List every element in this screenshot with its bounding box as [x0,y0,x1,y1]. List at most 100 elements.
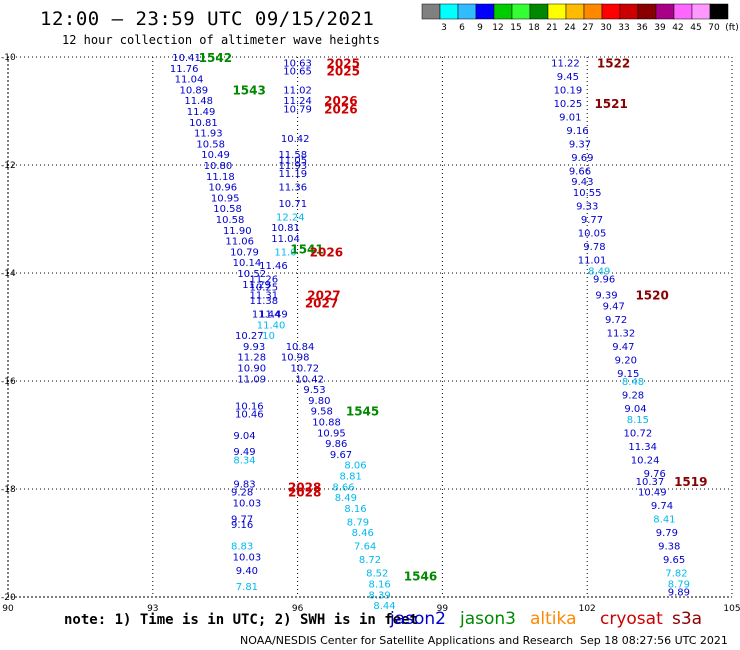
pass-label: 2025 [327,65,360,79]
data-point-label: 10 [262,331,275,342]
colorbar-swatch [511,3,531,20]
data-point-label: 7.81 [236,582,258,593]
colorbar-label: 3 [441,23,447,33]
data-point-label: 11.93 [194,129,223,140]
data-point-label: 9.77 [231,515,253,526]
pass-label: 2026 [310,245,343,259]
colorbar-label: 27 [582,23,593,33]
data-point-label: 10.58 [213,204,242,215]
pass-label: 2026 [324,94,357,108]
data-point-label: 10.52 [237,269,266,280]
data-point-label: 10.24 [631,455,660,466]
data-point-label: 11.06 [225,237,254,248]
data-point-label: 10.55 [573,188,602,199]
data-point-label: 9.47 [612,342,634,353]
colorbar-swatch [493,3,513,20]
data-point-label: 8.16 [344,504,366,515]
data-point-label: 9.04 [624,404,646,415]
data-point-label: 9.53 [303,385,325,396]
y-tick-label: -16 [1,377,16,387]
data-point-label: 10.79 [230,247,259,258]
data-point-label: 9.38 [658,542,680,553]
data-point-label: 9.58 [311,407,333,418]
data-point-label: 10.46 [235,409,264,420]
legend-item-jason2: jason2 [390,609,446,629]
colorbar-swatch [619,3,639,20]
x-tick-label: 93 [147,604,158,614]
x-tick-label: 102 [579,604,596,614]
pass-label: 2025 [327,56,360,70]
data-point-label: 9.96 [593,274,615,285]
data-point-label: 10.58 [216,215,245,226]
data-point-label: 12.24 [276,212,305,223]
data-point-label: 10.16 [235,401,264,412]
data-point-label: 10.03 [233,499,262,510]
data-point-label: 11.90 [223,226,252,237]
data-point-label: 8.39 [369,590,391,601]
footer-note: note: 1) Time is in UTC; 2) SWH is in fe… [64,612,419,628]
data-point-label: 10.95 [211,193,240,204]
pass-label: 2028 [288,480,321,494]
footer-credit: NOAA/NESDIS Center for Satellite Applica… [240,634,574,647]
data-point-label: 9.77 [581,215,603,226]
colorbar-label: 24 [564,23,576,33]
y-tick-label: -14 [1,269,16,279]
data-point-label: 11.26 [249,274,278,285]
data-point-label: 8.48 [622,377,644,388]
data-point-label: 8.41 [653,515,675,526]
data-point-label: 11.44 [252,310,281,321]
data-point-label: 8.46 [352,528,374,539]
data-point-label: 9.76 [644,469,666,480]
data-point-label: 9.79 [656,528,678,539]
data-point-label: 10.49 [638,488,667,499]
colorbar-swatch [601,3,621,20]
colorbar-label: 12 [492,23,503,33]
data-point-label: 11.22 [551,58,580,69]
data-point-label: 9.65 [663,555,685,566]
data-point-label: 11.01 [578,256,607,267]
colorbar-label: 6 [459,23,465,33]
data-point-label: 10.05 [578,229,607,240]
x-tick-label: 105 [723,604,740,614]
data-point-label: 9.89 [668,588,690,599]
data-point-label: 10.63 [283,58,312,69]
data-point-label: 9.40 [236,566,258,577]
data-point-label: 9.01 [559,112,581,123]
data-point-label: 11.02 [283,85,312,96]
data-point-label: 11.04 [271,234,300,245]
data-point-label: 10.25 [249,283,278,294]
data-point-label: 10.37 [636,477,665,488]
data-point-label: 11.93 [278,161,307,172]
pass-label: 1519 [674,475,707,489]
data-point-label: 10.89 [180,85,209,96]
data-point-label: 10.14 [233,258,262,269]
data-point-label: 11.05 [278,156,307,167]
data-point-label: 11.38 [249,296,278,307]
data-point-label: 10.41 [172,53,201,64]
chart-subtitle: 12 hour collection of altimeter wave hei… [62,33,380,47]
data-point-label: 9.72 [605,315,627,326]
data-point-label: 8.34 [233,455,255,466]
legend-item-cryosat: cryosat [600,609,663,629]
colorbar-swatch [547,3,567,20]
colorbar-swatch [529,3,549,20]
data-point-label: 10.96 [208,183,237,194]
colorbar-label: 70 [708,23,720,33]
data-point-label: 8.06 [344,461,366,472]
pass-label: 1520 [635,289,668,303]
data-point-label: 11.28 [237,353,266,364]
data-point-label: 9.37 [569,139,591,150]
data-point-label: 9.66 [569,166,591,177]
pass-label: 1541 [290,243,323,257]
colorbar-label: 9 [477,23,483,33]
pass-label: 1522 [597,56,630,70]
data-point-label: 10.42 [281,134,310,145]
colorbar-label: 33 [618,23,629,33]
data-point-label: 10.71 [278,199,307,210]
data-point-label: 8.83 [231,542,253,553]
data-point-label: 11.58 [278,150,307,161]
data-point-label: 8.49 [335,493,357,504]
data-point-label: 11.04 [175,75,204,86]
x-tick-label: 90 [2,604,14,614]
